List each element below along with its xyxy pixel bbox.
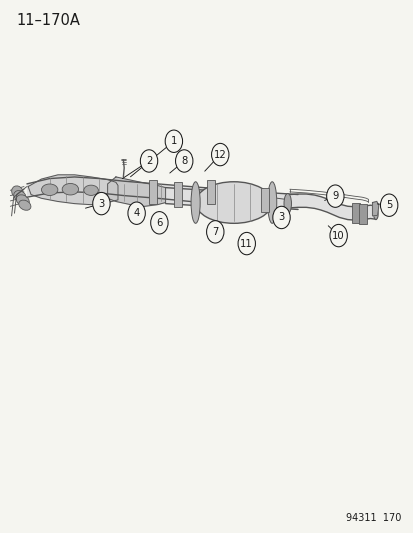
Circle shape [128, 202, 145, 224]
Circle shape [175, 150, 192, 172]
Ellipse shape [62, 183, 78, 195]
Circle shape [329, 224, 347, 247]
Text: 2: 2 [145, 156, 152, 166]
Text: 11–170A: 11–170A [17, 13, 80, 28]
Ellipse shape [83, 185, 98, 196]
Polygon shape [289, 194, 374, 220]
Ellipse shape [283, 193, 291, 214]
Circle shape [326, 185, 343, 207]
Ellipse shape [190, 182, 199, 223]
Text: 5: 5 [385, 200, 392, 210]
Circle shape [165, 130, 182, 152]
FancyBboxPatch shape [173, 182, 182, 207]
Polygon shape [372, 201, 378, 216]
Polygon shape [27, 177, 297, 209]
Text: 3: 3 [98, 199, 104, 208]
FancyBboxPatch shape [351, 203, 359, 223]
Text: 9: 9 [331, 191, 338, 201]
Text: 12: 12 [214, 150, 226, 159]
Ellipse shape [12, 186, 23, 198]
Text: 10: 10 [332, 231, 344, 240]
FancyBboxPatch shape [206, 180, 215, 204]
Polygon shape [28, 175, 118, 205]
Text: 11: 11 [240, 239, 252, 248]
Circle shape [237, 232, 255, 255]
Text: 6: 6 [156, 218, 162, 228]
FancyBboxPatch shape [358, 204, 366, 224]
Ellipse shape [16, 195, 29, 206]
Text: 4: 4 [133, 208, 140, 218]
Text: 8: 8 [180, 156, 187, 166]
Ellipse shape [373, 205, 377, 220]
FancyBboxPatch shape [149, 180, 157, 204]
Circle shape [211, 143, 228, 166]
Text: 3: 3 [278, 213, 284, 222]
Ellipse shape [267, 182, 276, 223]
Circle shape [380, 194, 397, 216]
Text: 1: 1 [170, 136, 177, 146]
Ellipse shape [41, 184, 58, 196]
Ellipse shape [195, 182, 271, 223]
FancyBboxPatch shape [260, 188, 268, 212]
Polygon shape [165, 188, 206, 206]
Ellipse shape [19, 200, 31, 211]
Polygon shape [107, 177, 165, 207]
Circle shape [93, 192, 110, 215]
Text: 7: 7 [211, 227, 218, 237]
Text: 94311  170: 94311 170 [345, 513, 401, 523]
Circle shape [206, 221, 223, 243]
Circle shape [140, 150, 157, 172]
Circle shape [272, 206, 290, 229]
Ellipse shape [14, 191, 26, 201]
Circle shape [150, 212, 168, 234]
